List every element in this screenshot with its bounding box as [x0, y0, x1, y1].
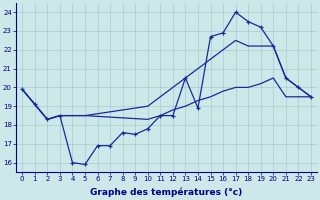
X-axis label: Graphe des températures (°c): Graphe des températures (°c)	[91, 188, 243, 197]
